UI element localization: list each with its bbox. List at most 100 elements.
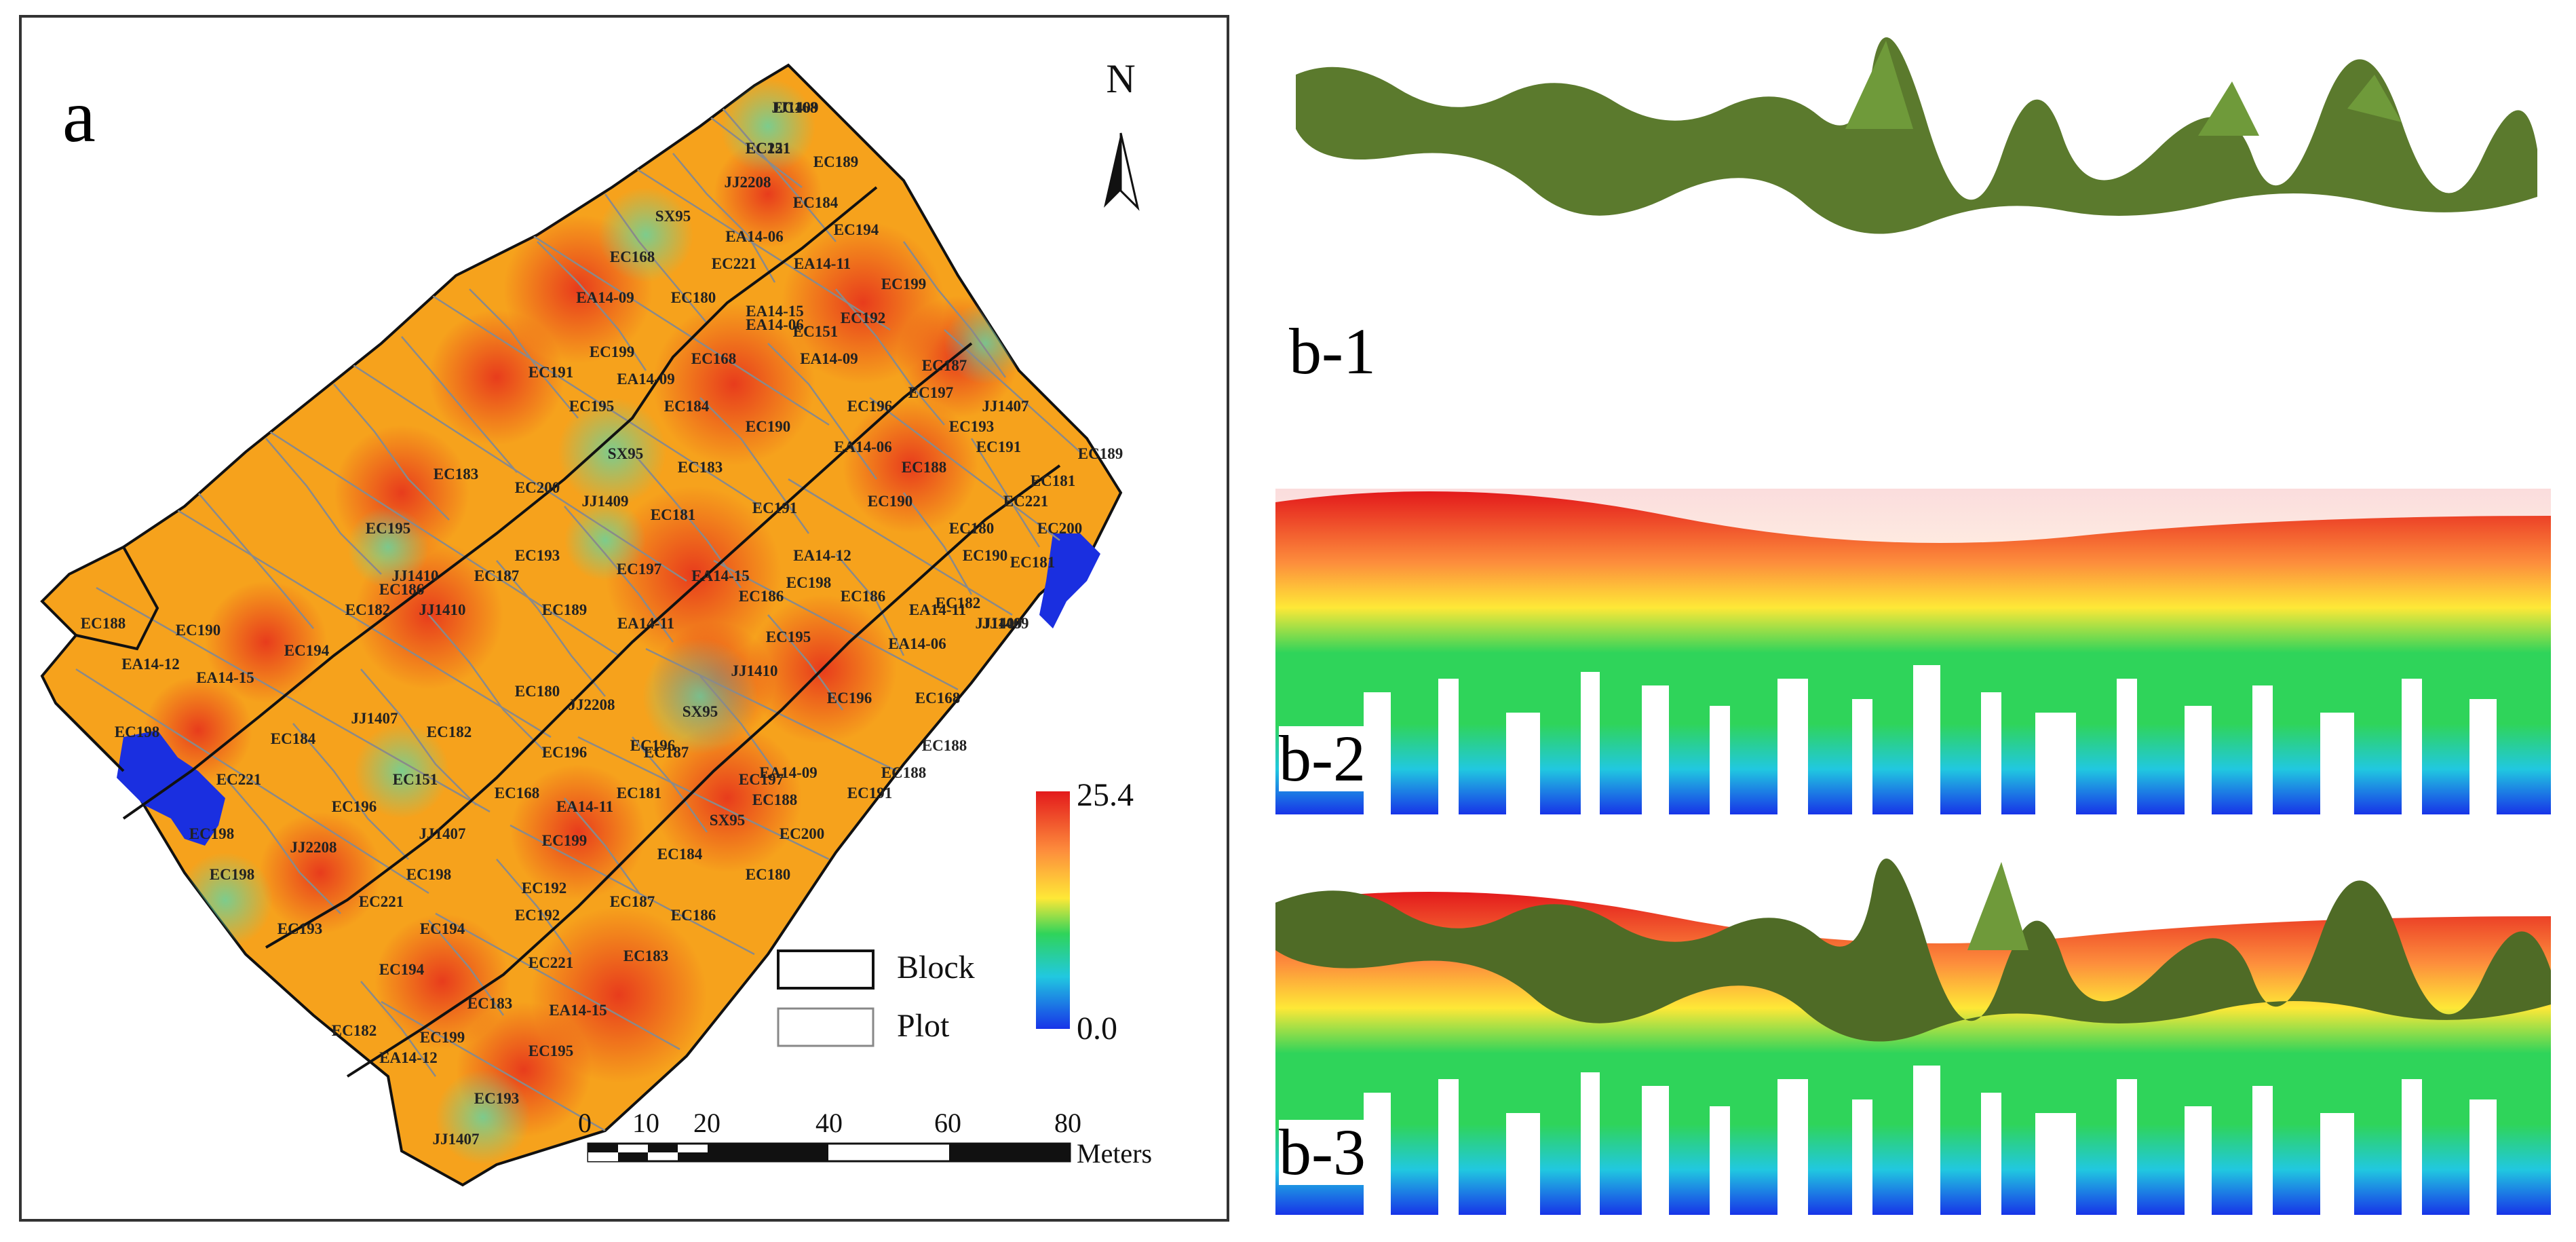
fused-cloud-b3 xyxy=(1275,859,2551,1215)
plot-label: EC188 xyxy=(752,791,797,808)
plot-label: EC198 xyxy=(786,574,831,591)
plot-label: SX95 xyxy=(683,703,718,720)
plot-label: EC182 xyxy=(936,595,980,611)
plot-label: EA14-11 xyxy=(909,601,966,618)
plot-label: EC199 xyxy=(542,832,587,849)
plot-label: EC182 xyxy=(427,723,472,740)
plot-label: EC200 xyxy=(780,825,824,842)
plot-label: EC189 xyxy=(813,153,858,170)
plot-label: EC194 xyxy=(284,642,330,659)
plot-label: EC193 xyxy=(277,920,322,937)
plot-label: EC192 xyxy=(841,309,885,326)
plot-label: EC187 xyxy=(644,744,689,761)
plot-label: JJ1407 xyxy=(433,1131,480,1148)
scale-bar xyxy=(587,1142,1071,1163)
plot-label: JJ2208 xyxy=(725,174,771,191)
plot-label: EA14-09 xyxy=(800,350,858,367)
plot-legend-swatch xyxy=(777,1007,874,1047)
scale-tick-10: 10 xyxy=(632,1108,659,1138)
plot-label: EC192 xyxy=(515,907,560,924)
plot-label: EC198 xyxy=(210,866,254,883)
plot-label: JJ1407 xyxy=(982,398,1029,415)
panel-b1-label: b-1 xyxy=(1289,315,1376,388)
plot-label: EA14-12 xyxy=(793,547,851,564)
point-cloud-panels xyxy=(1275,37,2551,1215)
plot-label: EC186 xyxy=(671,907,716,924)
plot-label: JJ2208 xyxy=(290,839,337,856)
plot-label: EC190 xyxy=(868,493,912,510)
block-legend-label: Block xyxy=(897,949,975,985)
plot-label: EA14-06 xyxy=(834,438,892,455)
plot-label: EA14-06 xyxy=(888,635,946,652)
ramp-min-label: 0.0 xyxy=(1077,1011,1117,1047)
scale-tick-60: 60 xyxy=(934,1108,961,1138)
scale-tick-40: 40 xyxy=(815,1108,843,1138)
plot-label: EC194 xyxy=(379,961,425,978)
plot-label: EA14-09 xyxy=(617,371,675,388)
plot-label: EA14-11 xyxy=(556,798,613,815)
plot-label: EC180 xyxy=(746,866,790,883)
plot-label: EC168 xyxy=(610,248,655,265)
plot-label: EC189 xyxy=(1078,445,1123,462)
block-boundaries xyxy=(54,186,1061,1078)
plot-label: EA14-15 xyxy=(196,669,254,686)
plot-label: EC191 xyxy=(528,364,573,381)
plot-label: EC188 xyxy=(81,615,126,632)
plot-label: JJ1407 xyxy=(419,825,466,842)
plot-label: EC182 xyxy=(332,1022,377,1039)
plot-label: EC221 xyxy=(528,954,573,971)
plot-label: EC191 xyxy=(847,785,892,802)
plot-label: JJ1410 xyxy=(419,601,466,618)
lidar-cloud-b2 xyxy=(1275,489,2551,814)
plot-label: EC196 xyxy=(827,690,872,707)
map-canvas: JJ1409 EC151 EC189 JJ2208 EC184 SX95 EA14-06 EC… xyxy=(40,56,1140,1187)
plot-label: EC180 xyxy=(949,520,994,537)
plot-label: EC197 xyxy=(739,771,784,788)
plot-label: EC200 xyxy=(515,479,560,496)
plot-label: EC183 xyxy=(623,947,668,964)
plot-label: EC151 xyxy=(393,771,438,788)
plot-label: EC184 xyxy=(271,730,316,747)
plot-label: EC168 xyxy=(691,350,736,367)
plot-label: EC189 xyxy=(542,601,587,618)
plot-label: EC198 xyxy=(189,825,234,842)
plot-label: EC221 xyxy=(359,893,404,910)
panel-b2-label: b-2 xyxy=(1279,726,1375,791)
block-legend-swatch xyxy=(777,949,874,990)
plot-label: EA14-06 xyxy=(746,316,804,333)
plot-label: EC187 xyxy=(474,567,519,584)
ramp-max-label: 25.4 xyxy=(1077,777,1134,813)
plot-label: EC196 xyxy=(630,737,675,754)
plot-label: JJ1410 xyxy=(392,567,439,584)
plot-label: EC184 xyxy=(657,846,703,863)
plot-label: EC199 xyxy=(590,343,634,360)
plot-label: EC186 xyxy=(841,588,885,605)
plot-label: EC188 xyxy=(902,459,946,476)
plot-label: EC192 xyxy=(522,880,566,897)
plot-label: EA14-15 xyxy=(691,567,750,584)
plot-label: EC193 xyxy=(949,418,994,435)
plot-label: JJ1409 xyxy=(582,493,629,510)
plot-label: EA14-09 xyxy=(759,764,818,781)
plot-label: EC200 xyxy=(1037,520,1082,537)
plot-label: EC191 xyxy=(976,438,1021,455)
plot-label: EC199 xyxy=(420,1029,465,1046)
plot-label: EC180 xyxy=(671,289,716,306)
plot-label: EC183 xyxy=(467,995,512,1012)
plot-label: EC188 xyxy=(922,737,967,754)
plot-label: EC168 xyxy=(915,690,960,707)
plot-label: EA14-11 xyxy=(794,255,851,272)
plot-label: EC151 xyxy=(746,140,790,157)
plot-legend-label: Plot xyxy=(897,1008,950,1044)
plot-label: EC199 xyxy=(881,276,926,293)
plot-label: JJ1410 xyxy=(731,662,778,679)
plot-label: EC194 xyxy=(834,221,879,238)
plot-label: EC183 xyxy=(678,459,723,476)
plot-label: EA14-11 xyxy=(617,615,674,632)
plot-label: EC196 xyxy=(332,798,377,815)
plot-label: EA14-15 xyxy=(549,1002,607,1019)
plot-label: EA14-15 xyxy=(746,303,804,320)
plot-label: EC190 xyxy=(963,547,1007,564)
plot-label: EC221 xyxy=(216,771,261,788)
plot-label: EC181 xyxy=(651,506,695,523)
